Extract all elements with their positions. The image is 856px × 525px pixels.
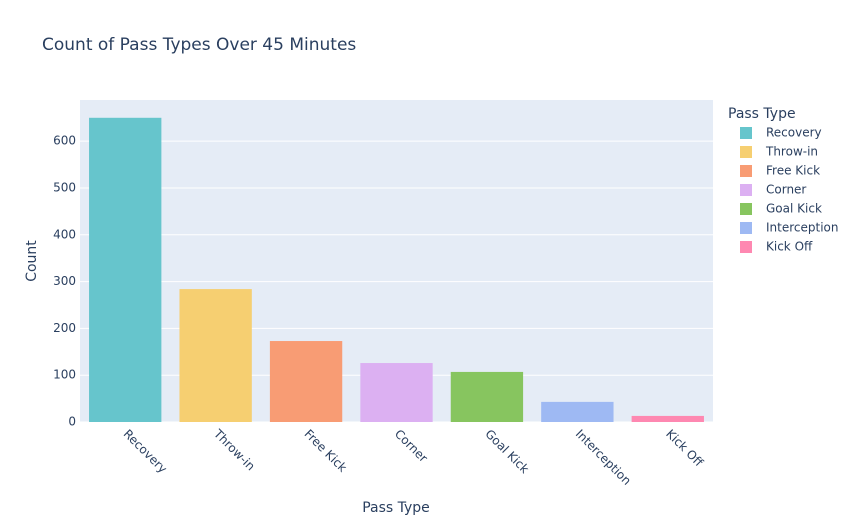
legend-swatch: [740, 241, 752, 253]
y-tick-label: 300: [53, 274, 76, 288]
x-tick-label: Recovery: [121, 427, 170, 476]
bar: [89, 117, 162, 422]
legend-label: Kick Off: [766, 240, 813, 254]
y-tick-label: 600: [53, 134, 76, 148]
legend-swatch: [740, 203, 752, 215]
bar: [269, 341, 343, 422]
y-tick-label: 200: [53, 321, 76, 335]
x-tick-label: Corner: [392, 427, 430, 465]
y-tick-label: 500: [53, 180, 76, 194]
y-tick-label: 0: [68, 415, 76, 429]
bar: [631, 415, 704, 422]
bar: [179, 289, 252, 422]
y-tick-label: 100: [53, 368, 76, 382]
x-tick-label: Free Kick: [301, 427, 349, 475]
bar: [541, 401, 614, 422]
bar: [450, 371, 524, 422]
chart-title: Count of Pass Types Over 45 Minutes: [42, 35, 356, 55]
legend-label: Corner: [766, 183, 806, 197]
y-axis-title: Count: [24, 240, 40, 282]
legend-label: Throw-in: [765, 145, 818, 159]
legend-label: Goal Kick: [766, 202, 822, 216]
legend-swatch: [740, 184, 752, 196]
legend-label: Recovery: [766, 126, 822, 140]
x-axis-title: Pass Type: [362, 500, 430, 516]
x-tick-label: Interception: [573, 427, 634, 488]
legend-swatch: [740, 165, 752, 177]
x-tick-label: Throw-in: [210, 426, 257, 473]
legend-label: Free Kick: [766, 164, 820, 178]
x-tick-label: Goal Kick: [482, 427, 531, 476]
legend-title: Pass Type: [728, 106, 796, 122]
y-tick-label: 400: [53, 227, 76, 241]
bar: [360, 363, 433, 422]
legend-swatch: [740, 127, 752, 139]
x-tick-label: Kick Off: [663, 427, 706, 470]
legend-label: Interception: [766, 221, 839, 235]
legend-swatch: [740, 222, 752, 234]
legend-swatch: [740, 146, 752, 158]
